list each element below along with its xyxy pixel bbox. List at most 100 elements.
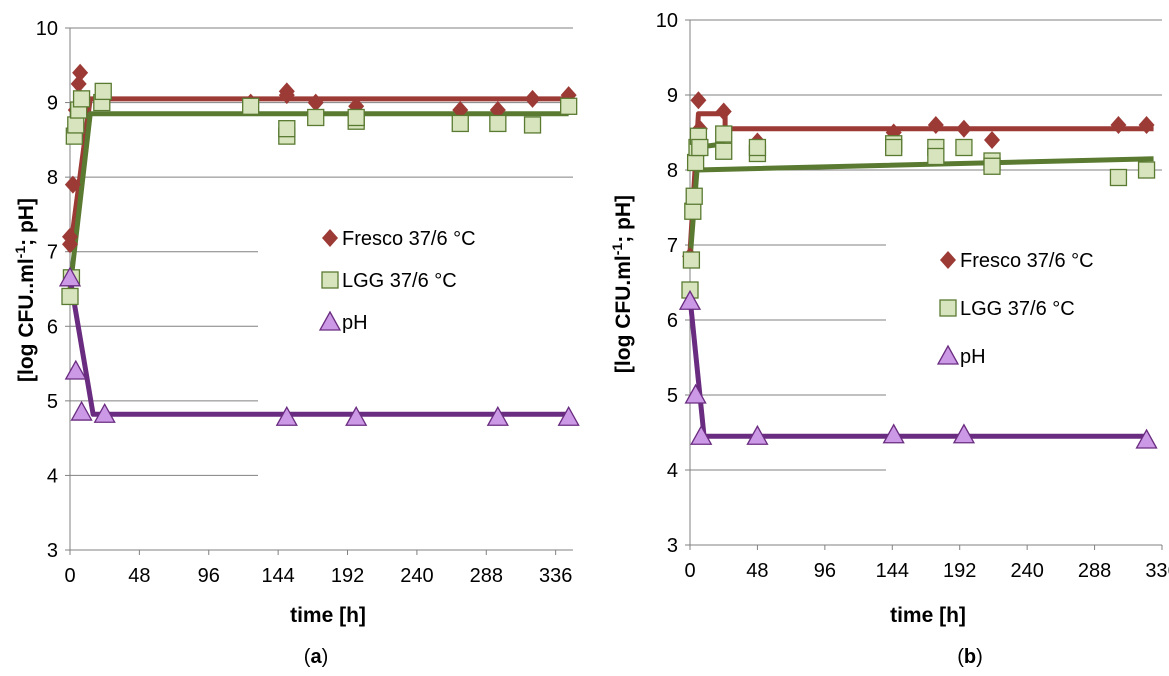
- y-axis-title: [log CFU..ml-1; pH]: [12, 198, 38, 382]
- data-point-square: [686, 153, 705, 172]
- data-point-triangle: [1135, 428, 1158, 449]
- data-point-square: [72, 90, 91, 108]
- data-point-triangle: [275, 405, 298, 426]
- data-point-triangle: [486, 405, 509, 426]
- y-tick-label: 8: [47, 167, 58, 189]
- legend-label: Fresco 37/6 °C: [342, 228, 476, 250]
- legend-label: LGG 37/6 °C: [960, 298, 1075, 320]
- x-tick-label: 288: [1078, 560, 1111, 582]
- panel-label: (b): [957, 646, 983, 668]
- data-point-square: [347, 108, 365, 127]
- legend-label: LGG 37/6 °C: [342, 270, 457, 292]
- series-fresco-37-6-c: [67, 96, 569, 253]
- x-tick-label: 48: [746, 560, 768, 582]
- data-point-square: [523, 116, 542, 134]
- y-tick-label: 9: [47, 93, 58, 115]
- x-tick-label: 336: [1145, 560, 1169, 582]
- x-tick-label: 240: [400, 565, 433, 587]
- y-tick-label: 5: [667, 385, 678, 407]
- x-axis-title: time [h]: [290, 604, 366, 627]
- x-tick-label: 48: [128, 565, 150, 587]
- legend-marker-square: [321, 271, 339, 289]
- data-point-square: [1137, 161, 1156, 179]
- data-point-square: [94, 82, 112, 101]
- data-point-square: [451, 114, 469, 133]
- legend-label: Fresco 37/6 °C: [960, 250, 1094, 272]
- data-point-diamond: [1110, 116, 1127, 134]
- data-point-square: [748, 138, 767, 157]
- y-tick-label: 4: [47, 465, 58, 487]
- x-axis-title: time [h]: [890, 604, 966, 627]
- fit-line-lgg-37-6-c: [67, 111, 569, 290]
- data-point-square: [307, 108, 325, 127]
- data-point-square: [489, 114, 507, 133]
- y-tick-label: 5: [47, 391, 58, 413]
- y-tick-label: 6: [667, 310, 678, 332]
- data-point-square: [955, 138, 973, 157]
- series-ph: [67, 277, 569, 417]
- data-point-square: [927, 147, 945, 166]
- legend: Fresco 37/6 °C LGG 37/6 °C pH: [318, 228, 476, 334]
- x-tick-label: 96: [814, 560, 836, 582]
- legend-marker-diamond: [940, 251, 956, 269]
- x-tick-label: 0: [64, 565, 75, 587]
- points-lgg-37-6-c: [61, 82, 578, 306]
- series-lgg-37-6-c: [67, 111, 569, 290]
- data-point-square: [278, 120, 296, 138]
- legend-label: pH: [342, 312, 368, 334]
- data-point-square: [685, 187, 703, 205]
- y-tick-label: 8: [667, 160, 678, 182]
- data-point-diamond: [70, 74, 87, 93]
- fit-line-fresco-37-6-c: [67, 96, 569, 253]
- data-point-triangle: [690, 424, 713, 445]
- x-tick-label: 144: [876, 560, 909, 582]
- data-point-diamond: [955, 119, 972, 138]
- data-point-triangle: [93, 402, 116, 423]
- data-point-diamond: [489, 101, 506, 120]
- data-point-diamond: [690, 91, 707, 110]
- data-point-square: [715, 125, 733, 143]
- legend: Fresco 37/6 °C LGG 37/6 °C pH: [936, 250, 1094, 368]
- data-point-square: [560, 97, 578, 115]
- series-ph: [687, 297, 1147, 439]
- data-point-triangle: [557, 405, 580, 426]
- data-point-triangle: [70, 400, 93, 421]
- data-point-square: [242, 97, 260, 115]
- data-point-triangle: [746, 424, 769, 445]
- x-tick-label: 96: [198, 565, 220, 587]
- fit-line-ph: [67, 277, 569, 417]
- panel-label: (a): [304, 646, 328, 668]
- data-point-square: [684, 202, 702, 220]
- y-tick-label: 7: [47, 242, 58, 264]
- data-point-square: [67, 116, 85, 134]
- legend-label: pH: [960, 346, 986, 368]
- chart-panel-a: 3 4 5 6 7 8 9 10 0 48 96 144 192 240 288 336 time [h] [lo…: [12, 18, 580, 668]
- data-point-diamond: [64, 175, 81, 194]
- fit-line-ph: [687, 297, 1147, 439]
- data-point-diamond: [984, 131, 1001, 149]
- y-tick-label: 6: [47, 316, 58, 338]
- data-point-triangle: [882, 423, 905, 444]
- points-ph: [58, 266, 580, 426]
- data-point-diamond: [72, 63, 89, 82]
- x-tick-label: 192: [331, 565, 364, 587]
- x-tick-label: 192: [943, 560, 976, 582]
- data-point-triangle: [64, 359, 87, 380]
- y-tick-label: 4: [667, 460, 678, 482]
- fit-line-fresco-37-6-c: [687, 111, 1154, 253]
- points-fresco-37-6-c: [62, 63, 577, 254]
- x-tick-label: 0: [684, 560, 695, 582]
- y-tick-label: 9: [667, 85, 678, 107]
- data-point-diamond: [715, 102, 732, 121]
- data-point-triangle: [952, 423, 976, 444]
- data-point-square: [691, 138, 709, 157]
- data-point-triangle: [58, 266, 82, 287]
- x-tick-label: 240: [1010, 560, 1043, 582]
- legend-marker-triangle: [318, 310, 342, 331]
- data-point-square: [983, 157, 1001, 175]
- y-tick-label: 10: [656, 10, 678, 32]
- data-point-square: [885, 138, 903, 157]
- data-point-triangle: [684, 383, 707, 404]
- data-point-diamond: [524, 89, 541, 108]
